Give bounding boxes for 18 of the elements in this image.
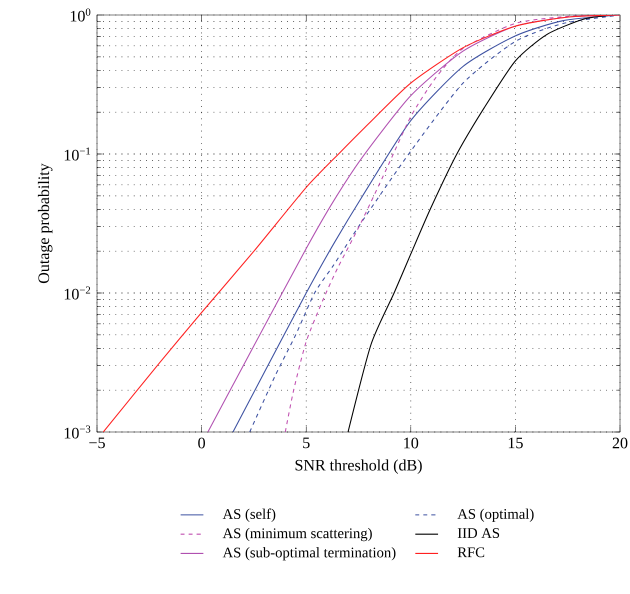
x-tick-label: −5	[89, 438, 105, 448]
x-tick-label: 5	[303, 438, 310, 448]
legend-label: RFC	[458, 547, 484, 558]
y-tick-label: 10$^{−1}$	[64, 148, 90, 161]
legend-label: AS (sub-optimal termination)	[222, 547, 396, 560]
y-axis-title: Outage probability	[38, 163, 52, 284]
legend-label: AS (optimal)	[457, 508, 534, 522]
y-tick-label: 10$^{−3}$	[64, 425, 90, 439]
x-tick-label: 15	[508, 438, 523, 448]
y-tick-label: 10$^{−2}$	[64, 286, 90, 300]
x-tick-label: 0	[198, 438, 205, 448]
x-axis-title: SNR threshold (dB)	[296, 459, 422, 474]
x-tick-label: 20	[612, 438, 628, 448]
x-tick-label: 10	[404, 438, 418, 448]
legend-label: AS (self)	[222, 508, 276, 522]
y-tick-label: 10$^{0}$	[70, 8, 90, 22]
legend-label: IID AS	[458, 528, 500, 538]
legend-label: AS (minimum scattering)	[222, 528, 372, 542]
